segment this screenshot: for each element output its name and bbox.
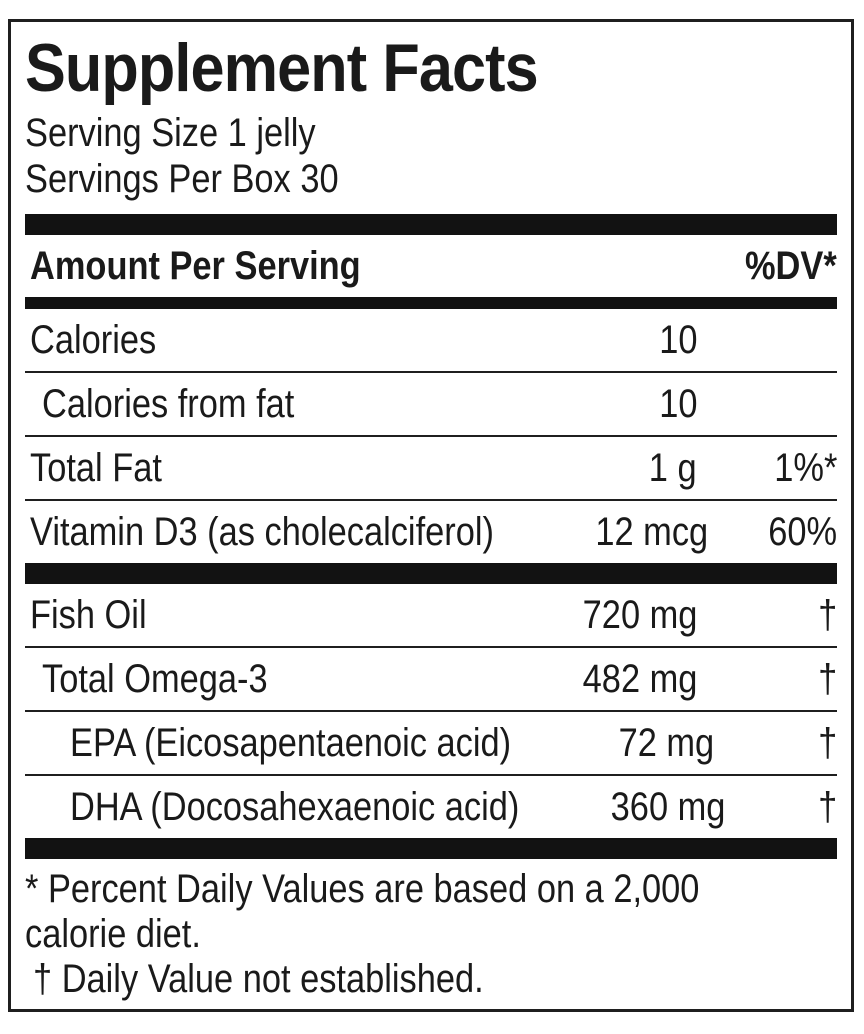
nutrient-name: DHA (Docosahexaenoic acid) — [70, 784, 520, 829]
row-calories: Calories 10 — [25, 309, 837, 371]
nutrient-name: Total Fat — [30, 445, 162, 490]
section-bar-header — [25, 297, 837, 309]
amount-per-serving-header: Amount Per Serving — [30, 243, 361, 288]
serving-size: Serving Size 1 jelly — [25, 111, 316, 155]
column-header-row: Amount Per Serving %DV* — [25, 235, 837, 297]
nutrient-dv: 60% — [768, 509, 837, 554]
nutrient-name: EPA (Eicosapentaenoic acid) — [70, 720, 512, 765]
footnote-percent-dv-wrap: calorie diet. — [25, 912, 201, 956]
nutrient-name: Calories — [30, 317, 157, 362]
nutrient-dv — [697, 382, 837, 427]
row-fish-oil: Fish Oil 720 mg † — [25, 584, 837, 646]
row-total-omega-3: Total Omega-3 482 mg † — [25, 648, 837, 710]
divider — [25, 499, 837, 501]
section-bar-middle — [25, 563, 837, 584]
nutrient-section-1: Calories 10 Calories from fat 10 Total F… — [25, 309, 837, 563]
row-dha: DHA (Docosahexaenoic acid) 360 mg † — [25, 776, 837, 838]
divider — [25, 774, 837, 776]
nutrient-dv: † — [817, 720, 837, 765]
nutrient-dv — [697, 318, 837, 363]
row-calories-from-fat: Calories from fat 10 — [25, 373, 837, 435]
nutrient-amount: 1 g — [649, 445, 697, 490]
section-bar-top — [25, 214, 837, 235]
nutrient-section-2: Fish Oil 720 mg † Total Omega-3 482 mg †… — [25, 584, 837, 838]
servings-per-box: Servings Per Box 30 — [25, 157, 339, 201]
divider — [25, 371, 837, 373]
row-total-fat: Total Fat 1 g 1%* — [25, 437, 837, 499]
nutrient-amount: 360 mg — [611, 784, 726, 829]
divider — [25, 435, 837, 437]
nutrient-name: Vitamin D3 (as cholecalciferol) — [30, 509, 494, 554]
percent-dv-header: %DV* — [745, 243, 837, 288]
nutrient-dv: 1%* — [773, 445, 837, 490]
nutrient-amount: 12 mcg — [595, 509, 708, 554]
nutrient-amount: 72 mg — [618, 720, 715, 765]
panel-title-text: Supplement Facts — [25, 30, 539, 106]
nutrient-name: Total Omega-3 — [42, 656, 268, 701]
divider — [25, 710, 837, 712]
row-vitamin-d3: Vitamin D3 (as cholecalciferol) 12 mcg 6… — [25, 501, 837, 563]
section-bar-bottom — [25, 838, 837, 859]
nutrient-amount: 482 mg — [582, 656, 697, 701]
nutrient-amount: 10 — [658, 381, 697, 426]
nutrient-dv: † — [817, 592, 837, 637]
row-epa: EPA (Eicosapentaenoic acid) 72 mg † — [25, 712, 837, 774]
footnote-percent-dv: * Percent Daily Values are based on a 2,… — [25, 867, 700, 911]
nutrient-amount: 720 mg — [582, 592, 697, 637]
nutrient-dv: † — [817, 656, 837, 701]
footnote-daily-value: † Daily Value not established. — [33, 957, 484, 1001]
panel-title: Supplement Facts — [25, 32, 837, 104]
serving-info: Serving Size 1 jelly Servings Per Box 30 — [25, 110, 837, 202]
supplement-facts-panel: Supplement Facts Serving Size 1 jelly Se… — [8, 19, 854, 1012]
nutrient-dv: † — [817, 784, 837, 829]
nutrient-name: Calories from fat — [42, 381, 295, 426]
divider — [25, 646, 837, 648]
footnotes: * Percent Daily Values are based on a 2,… — [25, 867, 837, 1002]
nutrient-name: Fish Oil — [30, 592, 147, 637]
nutrient-amount: 10 — [658, 317, 697, 362]
